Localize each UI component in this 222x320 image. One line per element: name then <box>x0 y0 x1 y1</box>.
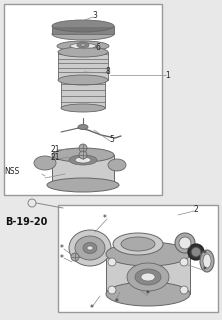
Ellipse shape <box>135 269 161 285</box>
Ellipse shape <box>75 236 105 260</box>
Text: 21: 21 <box>50 146 60 155</box>
Circle shape <box>71 253 79 261</box>
Ellipse shape <box>69 230 111 266</box>
Text: *: * <box>60 253 64 262</box>
Text: 21: 21 <box>50 154 60 163</box>
Text: *: * <box>203 251 207 260</box>
Text: B-19-20: B-19-20 <box>5 217 47 227</box>
Circle shape <box>180 286 188 294</box>
Ellipse shape <box>52 28 114 40</box>
Circle shape <box>108 258 116 266</box>
Ellipse shape <box>108 159 126 171</box>
Ellipse shape <box>179 237 191 249</box>
Text: NSS: NSS <box>4 167 20 177</box>
Text: 2: 2 <box>194 205 198 214</box>
Ellipse shape <box>87 246 93 250</box>
Ellipse shape <box>113 233 163 255</box>
Polygon shape <box>61 80 105 108</box>
Text: 3: 3 <box>93 12 97 20</box>
Ellipse shape <box>192 247 200 257</box>
Ellipse shape <box>77 42 89 48</box>
Polygon shape <box>58 52 108 80</box>
Text: *: * <box>103 213 107 222</box>
Text: *: * <box>203 266 207 275</box>
Ellipse shape <box>58 47 108 57</box>
Ellipse shape <box>81 44 85 46</box>
Ellipse shape <box>203 254 211 268</box>
Ellipse shape <box>141 273 155 281</box>
Text: *: * <box>115 298 119 307</box>
Bar <box>58 205 218 312</box>
Text: 5: 5 <box>110 135 114 145</box>
Text: 6: 6 <box>95 44 100 52</box>
Ellipse shape <box>78 124 88 130</box>
Text: 8: 8 <box>106 68 110 76</box>
Ellipse shape <box>106 242 190 266</box>
Ellipse shape <box>127 263 169 291</box>
Circle shape <box>79 151 87 159</box>
Circle shape <box>79 144 87 152</box>
Ellipse shape <box>175 233 195 253</box>
Ellipse shape <box>57 41 109 51</box>
Ellipse shape <box>70 43 96 49</box>
Ellipse shape <box>58 75 108 85</box>
Text: 1: 1 <box>166 70 170 79</box>
Ellipse shape <box>200 250 214 272</box>
Ellipse shape <box>121 237 155 251</box>
Text: *: * <box>60 244 64 252</box>
Polygon shape <box>52 26 114 34</box>
Ellipse shape <box>47 178 119 192</box>
Ellipse shape <box>34 156 56 170</box>
Circle shape <box>108 286 116 294</box>
Circle shape <box>28 199 36 207</box>
Bar <box>4 4 162 195</box>
Ellipse shape <box>106 282 190 306</box>
Ellipse shape <box>61 104 105 112</box>
Ellipse shape <box>52 148 114 162</box>
Ellipse shape <box>52 20 114 32</box>
Circle shape <box>180 258 188 266</box>
Polygon shape <box>106 254 190 294</box>
Polygon shape <box>52 155 114 185</box>
Ellipse shape <box>83 243 97 253</box>
Ellipse shape <box>188 244 204 260</box>
Text: *: * <box>90 303 94 313</box>
Ellipse shape <box>75 157 91 163</box>
Ellipse shape <box>69 155 97 165</box>
Text: *: * <box>146 291 150 300</box>
